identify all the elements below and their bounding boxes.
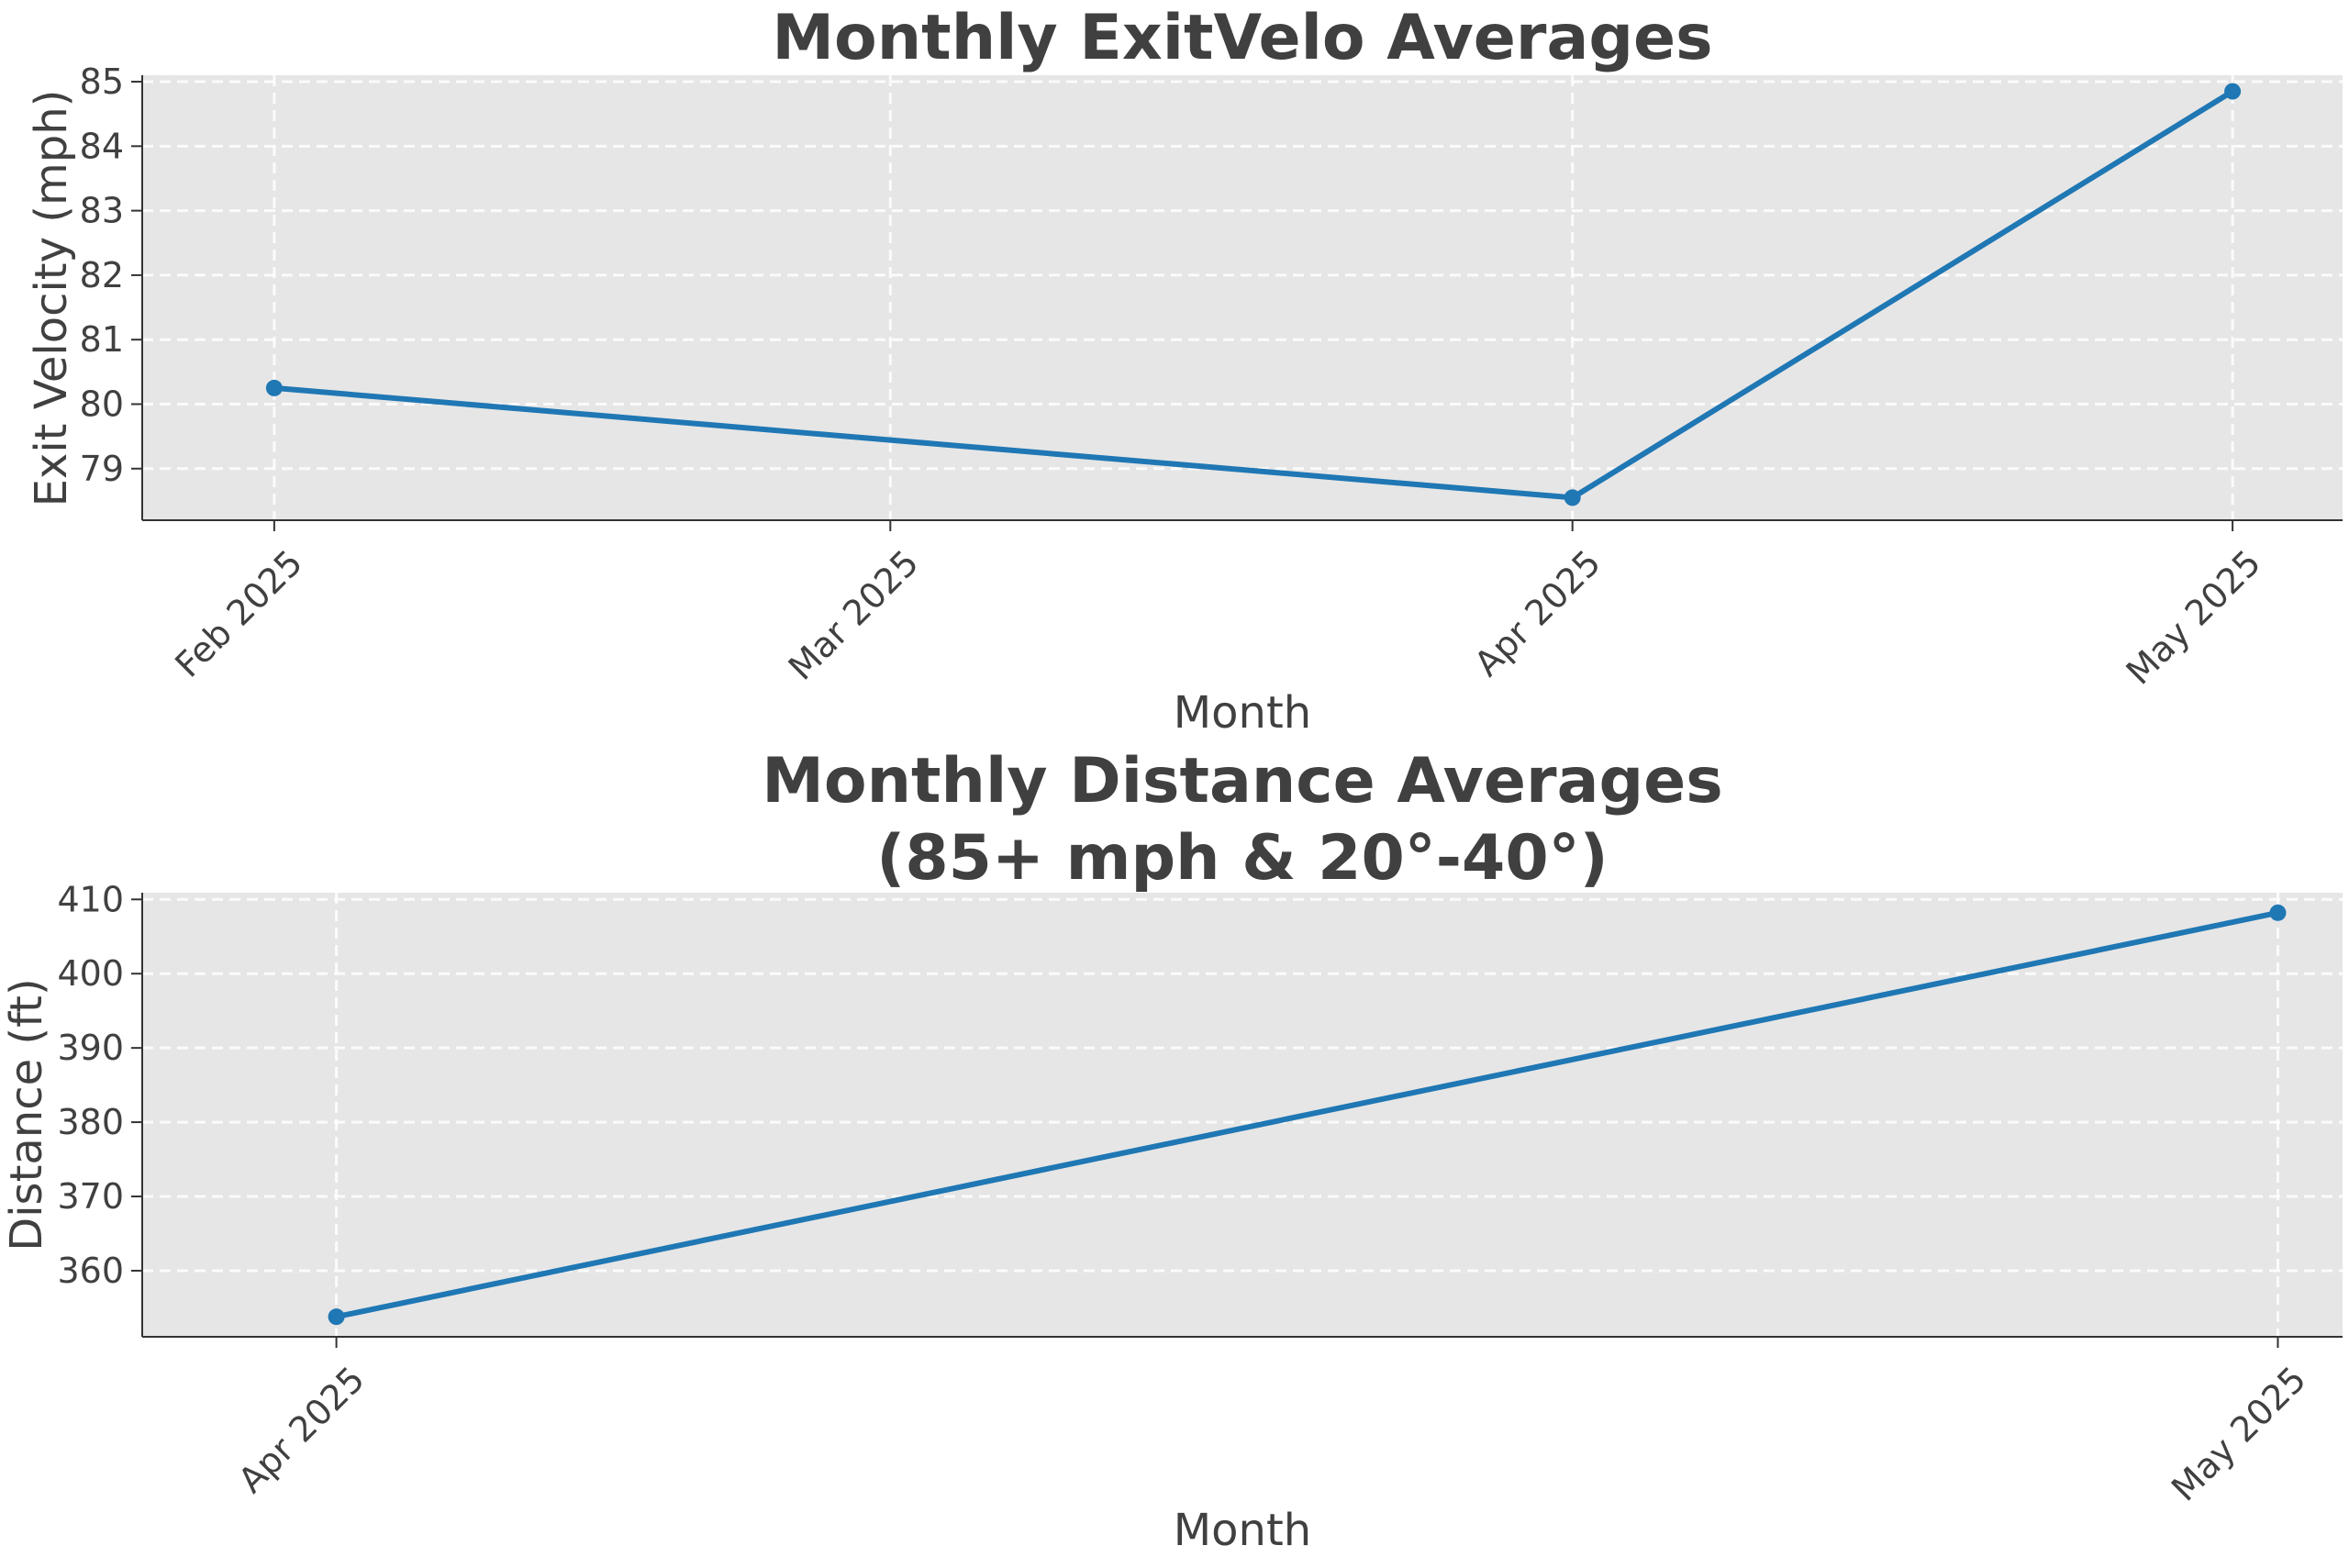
x-tick-label: May 2025 [2119, 542, 2269, 693]
x-tick-label: Mar 2025 [781, 542, 927, 688]
y-ticks: 79 80 81 82 83 84 85 [80, 61, 142, 489]
data-point [328, 1308, 345, 1326]
x-tick-label: Feb 2025 [167, 542, 310, 685]
chart-title-line-1: Monthly Distance Averages [762, 745, 1723, 817]
y-axis-label: Exit Velocity (mph) [26, 90, 77, 507]
y-tick-label: 82 [80, 255, 124, 295]
chart-title-line-2: (85+ mph & 20°-40°) [876, 822, 1609, 895]
chart-title: Monthly ExitVelo Averages [772, 2, 1712, 74]
series-group [328, 904, 2287, 1326]
series-group [265, 83, 2242, 506]
x-axis-label: Month [1174, 1505, 1311, 1556]
exitvelo-chart: Monthly ExitVelo Averages Feb 2025 Mar 20… [26, 2, 2343, 739]
x-tick-label: May 2025 [2164, 1359, 2314, 1509]
x-ticks: Feb 2025 Mar 2025 Apr 2025 May 2025 [167, 520, 2268, 693]
x-axis-label: Month [1174, 687, 1311, 739]
y-ticks: 360 370 380 390 400 410 [57, 879, 142, 1291]
distance-chart: Monthly Distance Averages (85+ mph & 20°… [1, 745, 2343, 1556]
x-ticks: Apr 2025 May 2025 [230, 1337, 2314, 1509]
y-tick-label: 400 [57, 953, 124, 994]
y-tick-label: 84 [80, 126, 124, 166]
y-tick-label: 410 [57, 879, 124, 919]
y-axis-label: Distance (ft) [1, 978, 52, 1251]
y-tick-label: 80 [80, 384, 124, 424]
series-line [333, 909, 2281, 1320]
y-tick-label: 81 [80, 319, 124, 360]
data-point [265, 379, 283, 396]
y-tick-label: 79 [80, 449, 124, 489]
data-point [2269, 904, 2287, 921]
y-tick-label: 360 [57, 1251, 124, 1291]
y-tick-label: 380 [57, 1102, 124, 1142]
y-tick-label: 85 [80, 61, 124, 102]
plot-area [142, 893, 2343, 1337]
gridlines [142, 75, 2343, 520]
y-tick-label: 83 [80, 191, 124, 231]
y-tick-label: 390 [57, 1028, 124, 1068]
plot-area [142, 75, 2343, 520]
data-point [2224, 83, 2242, 100]
x-tick-label: Apr 2025 [1466, 542, 1609, 684]
data-point [1564, 489, 1581, 506]
y-tick-label: 370 [57, 1176, 124, 1217]
x-tick-label: Apr 2025 [230, 1359, 373, 1501]
